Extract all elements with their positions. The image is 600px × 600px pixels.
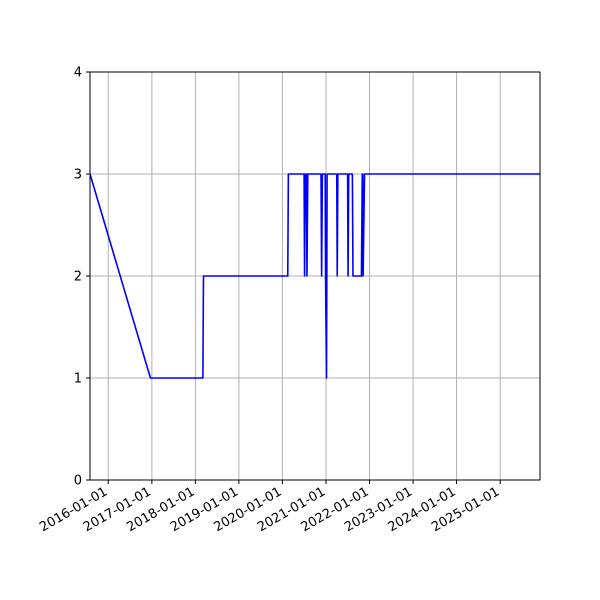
series-layer: [89, 173, 540, 379]
y-tick-label: 4: [74, 66, 82, 81]
series-line: [89, 173, 540, 379]
y-tick-label: 3: [74, 168, 82, 183]
y-tick-label: 0: [74, 474, 82, 489]
y-tick-label: 1: [74, 372, 82, 387]
y-tick-label: 2: [74, 270, 82, 285]
